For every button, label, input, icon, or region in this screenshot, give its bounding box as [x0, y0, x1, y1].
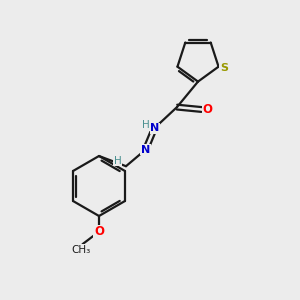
Text: N: N — [150, 123, 159, 134]
Text: S: S — [220, 63, 228, 73]
Text: N: N — [141, 145, 150, 155]
Text: O: O — [202, 103, 213, 116]
Text: H: H — [142, 120, 150, 130]
Text: O: O — [94, 225, 104, 238]
Text: H: H — [114, 156, 122, 166]
Text: CH₃: CH₃ — [71, 244, 91, 255]
